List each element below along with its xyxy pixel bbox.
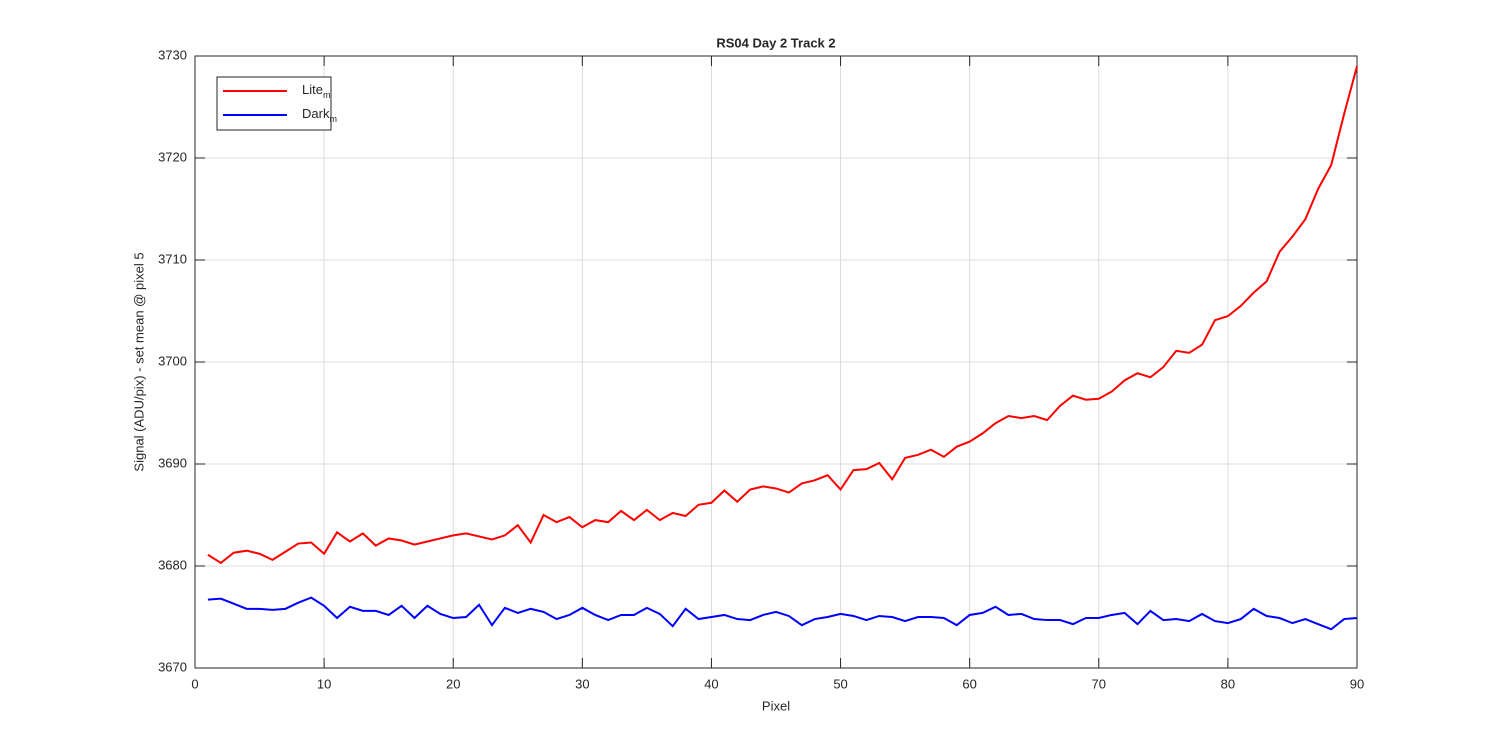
legend-subscript: m	[329, 114, 337, 124]
y-tick-label: 3680	[158, 557, 187, 572]
y-tick-label: 3700	[158, 353, 187, 368]
legend-label: Darkm	[302, 106, 337, 124]
chart-title: RS04 Day 2 Track 2	[716, 35, 835, 50]
x-tick-label: 30	[575, 676, 589, 691]
x-axis-label: Pixel	[762, 698, 790, 713]
x-tick-label: 40	[704, 676, 718, 691]
plot-frame	[194, 55, 1358, 669]
x-tick-label: 50	[833, 676, 847, 691]
legend-subscript: m	[323, 90, 331, 100]
x-tick-label: 10	[317, 676, 331, 691]
y-tick-label: 3730	[158, 47, 187, 62]
x-tick-label: 0	[191, 676, 198, 691]
y-axis-label: Signal (ADU/pix) - set mean @ pixel 5	[131, 252, 146, 471]
y-tick-label: 3670	[158, 659, 187, 674]
y-tick-label: 3710	[158, 251, 187, 266]
legend-box	[216, 76, 332, 131]
legend-label: Litem	[302, 82, 330, 100]
y-tick-label: 3720	[158, 149, 187, 164]
x-tick-label: 20	[446, 676, 460, 691]
legend-name: Dark	[302, 106, 330, 121]
x-tick-label: 60	[962, 676, 976, 691]
data-line	[207, 65, 1358, 565]
legend-name: Lite	[302, 82, 323, 97]
y-tick-label: 3690	[158, 455, 187, 470]
x-tick-label: 80	[1221, 676, 1235, 691]
x-tick-label: 90	[1350, 676, 1364, 691]
data-line	[207, 596, 1358, 631]
x-tick-label: 70	[1092, 676, 1106, 691]
